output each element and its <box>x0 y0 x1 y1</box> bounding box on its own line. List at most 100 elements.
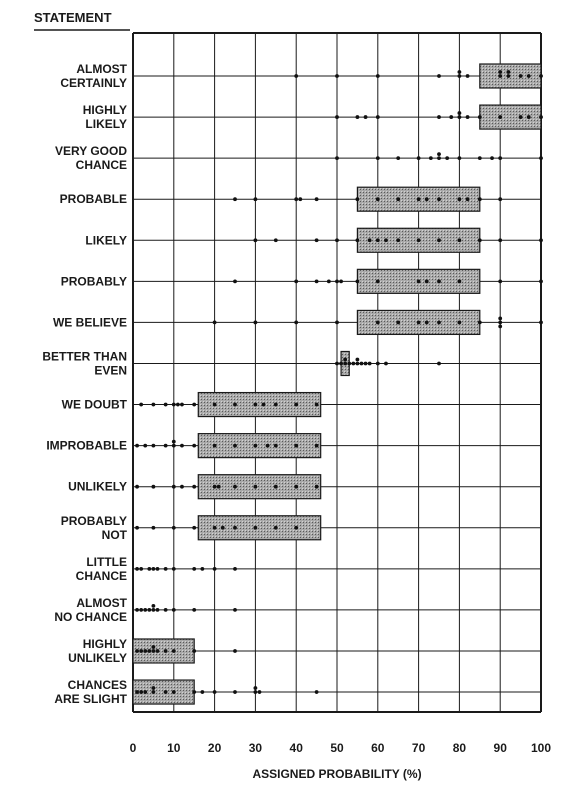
data-point <box>212 525 217 530</box>
data-point <box>261 402 266 407</box>
data-point <box>212 690 217 694</box>
statement-label: CHANCES <box>68 678 127 692</box>
data-point <box>335 156 339 161</box>
statement-row: WE BELIEVE <box>53 309 543 336</box>
data-point <box>437 320 441 325</box>
data-point <box>212 320 217 325</box>
range-box <box>197 474 322 500</box>
data-point <box>212 566 217 571</box>
data-point <box>498 156 503 161</box>
data-point <box>314 402 319 407</box>
statement-row: UNLIKELY <box>68 474 541 500</box>
data-point <box>135 690 139 694</box>
data-point <box>273 238 278 243</box>
data-point <box>384 238 388 243</box>
data-point <box>355 197 360 202</box>
x-axis-ticks: 0 10 20 30 40 50 60 70 80 90 100 <box>130 741 552 755</box>
data-point <box>343 357 348 362</box>
x-tick-label: 90 <box>494 741 508 755</box>
x-tick-label: 60 <box>371 741 385 755</box>
data-point <box>171 690 176 694</box>
data-point <box>294 197 299 202</box>
data-point <box>139 649 144 653</box>
data-point <box>192 525 197 530</box>
data-point <box>416 238 421 243</box>
data-point <box>375 238 380 243</box>
statement-label: WE BELIEVE <box>53 315 127 329</box>
data-point <box>375 115 380 119</box>
data-point <box>498 316 503 321</box>
x-tick-label: 20 <box>208 741 222 755</box>
data-point <box>506 70 511 74</box>
statement-label: BETTER THAN <box>42 349 127 363</box>
data-point <box>314 197 319 202</box>
data-point <box>457 238 462 243</box>
data-point <box>151 686 156 690</box>
data-point <box>424 320 429 325</box>
category-header: STATEMENT <box>34 10 112 25</box>
statement-row: IMPROBABLE <box>46 433 541 459</box>
data-point <box>437 238 441 243</box>
data-point <box>135 484 139 489</box>
data-point <box>139 690 144 694</box>
data-point <box>147 608 152 612</box>
data-point <box>220 525 225 530</box>
data-point <box>445 156 450 161</box>
x-tick-label: 40 <box>290 741 304 755</box>
statement-label: CHANCE <box>76 569 127 583</box>
data-point <box>339 361 343 366</box>
data-point <box>539 115 543 119</box>
data-point <box>396 238 401 243</box>
data-point <box>171 649 176 653</box>
data-point <box>253 402 258 407</box>
data-point <box>465 115 470 119</box>
data-point <box>477 197 482 202</box>
data-point <box>192 608 197 612</box>
data-point <box>498 279 503 284</box>
data-point <box>363 361 368 366</box>
data-point <box>477 238 482 243</box>
data-point <box>518 115 523 119</box>
data-point <box>171 608 176 612</box>
data-point <box>347 361 352 366</box>
data-point <box>465 197 470 202</box>
data-point <box>367 238 372 243</box>
data-point <box>175 402 180 407</box>
statement-label: IMPROBABLE <box>46 439 127 453</box>
data-point <box>355 357 360 362</box>
range-box <box>197 433 322 459</box>
data-point <box>273 525 278 530</box>
data-point <box>163 443 168 448</box>
x-axis-label: ASSIGNED PROBABILITY (%) <box>252 767 421 781</box>
data-point <box>253 443 258 448</box>
data-point <box>375 156 380 161</box>
data-point <box>498 115 503 119</box>
data-point <box>163 566 168 571</box>
data-point <box>416 156 421 161</box>
statement-label: PROBABLY <box>61 514 127 528</box>
data-point <box>437 156 441 161</box>
data-point <box>498 74 503 78</box>
data-point <box>457 279 462 284</box>
data-point <box>294 320 299 325</box>
data-point <box>151 690 156 694</box>
data-point <box>139 566 144 571</box>
data-point <box>498 320 503 325</box>
data-point <box>498 324 503 329</box>
statement-label: NOT <box>102 528 128 542</box>
data-point <box>359 361 364 366</box>
data-point <box>233 443 237 448</box>
data-point <box>171 566 176 571</box>
statement-label: WE DOUBT <box>62 398 128 412</box>
data-point <box>518 74 523 78</box>
data-point <box>539 74 543 78</box>
data-point <box>151 608 156 612</box>
data-point <box>477 156 482 161</box>
data-point <box>437 361 441 366</box>
data-point <box>143 443 148 448</box>
range-box <box>132 679 195 705</box>
x-tick-label: 10 <box>167 741 181 755</box>
data-point <box>396 320 401 325</box>
data-point <box>163 402 168 407</box>
